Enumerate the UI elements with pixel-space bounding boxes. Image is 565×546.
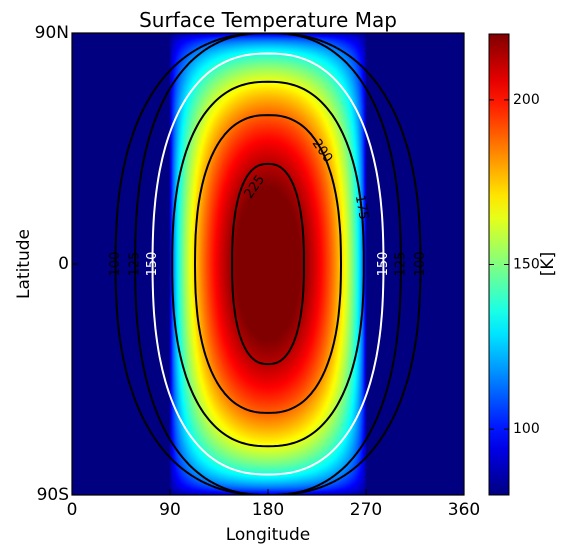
colorbar-tick-label: 100 (513, 421, 540, 437)
contour-line-175 (171, 80, 365, 448)
x-axis-label: Longitude (226, 525, 311, 545)
y-tick-label: 90N (35, 23, 69, 43)
colorbar-gradient (489, 34, 509, 495)
colorbar-ticks: 100 150 200 (489, 92, 540, 437)
y-axis-ticks: 90N 0 90S (35, 23, 78, 505)
contour-line-200 (193, 114, 342, 414)
colorbar-tick-label: 200 (513, 92, 540, 108)
contour-label-125: 125 (393, 252, 408, 277)
y-tick-label: 90S (37, 485, 69, 505)
colorbar-label: [K] (538, 252, 558, 276)
contour-label-150: 150 (145, 252, 160, 277)
contour-label-175: 175 (352, 194, 371, 221)
x-tick-label: 360 (448, 500, 480, 520)
temperature-field (72, 33, 464, 495)
contour-label-100: 100 (413, 252, 428, 277)
colorbar: 100 150 200 [K] (488, 33, 558, 496)
x-tick-label: 270 (350, 500, 382, 520)
contour-label-100: 100 (108, 252, 123, 277)
colorbar-tick-label: 150 (513, 257, 540, 273)
contour-label-150: 150 (376, 252, 391, 277)
contour-lines (114, 33, 422, 495)
y-axis-label: Latitude (14, 229, 34, 299)
x-tick-label: 180 (252, 500, 284, 520)
contour-line-125 (134, 33, 402, 495)
contour-line-225 (231, 162, 305, 366)
x-tick-label: 0 (67, 500, 78, 520)
chart-title: Surface Temperature Map (139, 8, 397, 32)
contour-label-125: 125 (128, 252, 143, 277)
x-axis-ticks: 0 90 180 270 360 (67, 489, 480, 520)
y-tick-label: 0 (58, 254, 69, 274)
contour-line-150 (151, 52, 385, 476)
x-tick-label: 90 (159, 500, 181, 520)
contour-line-100 (114, 33, 422, 495)
